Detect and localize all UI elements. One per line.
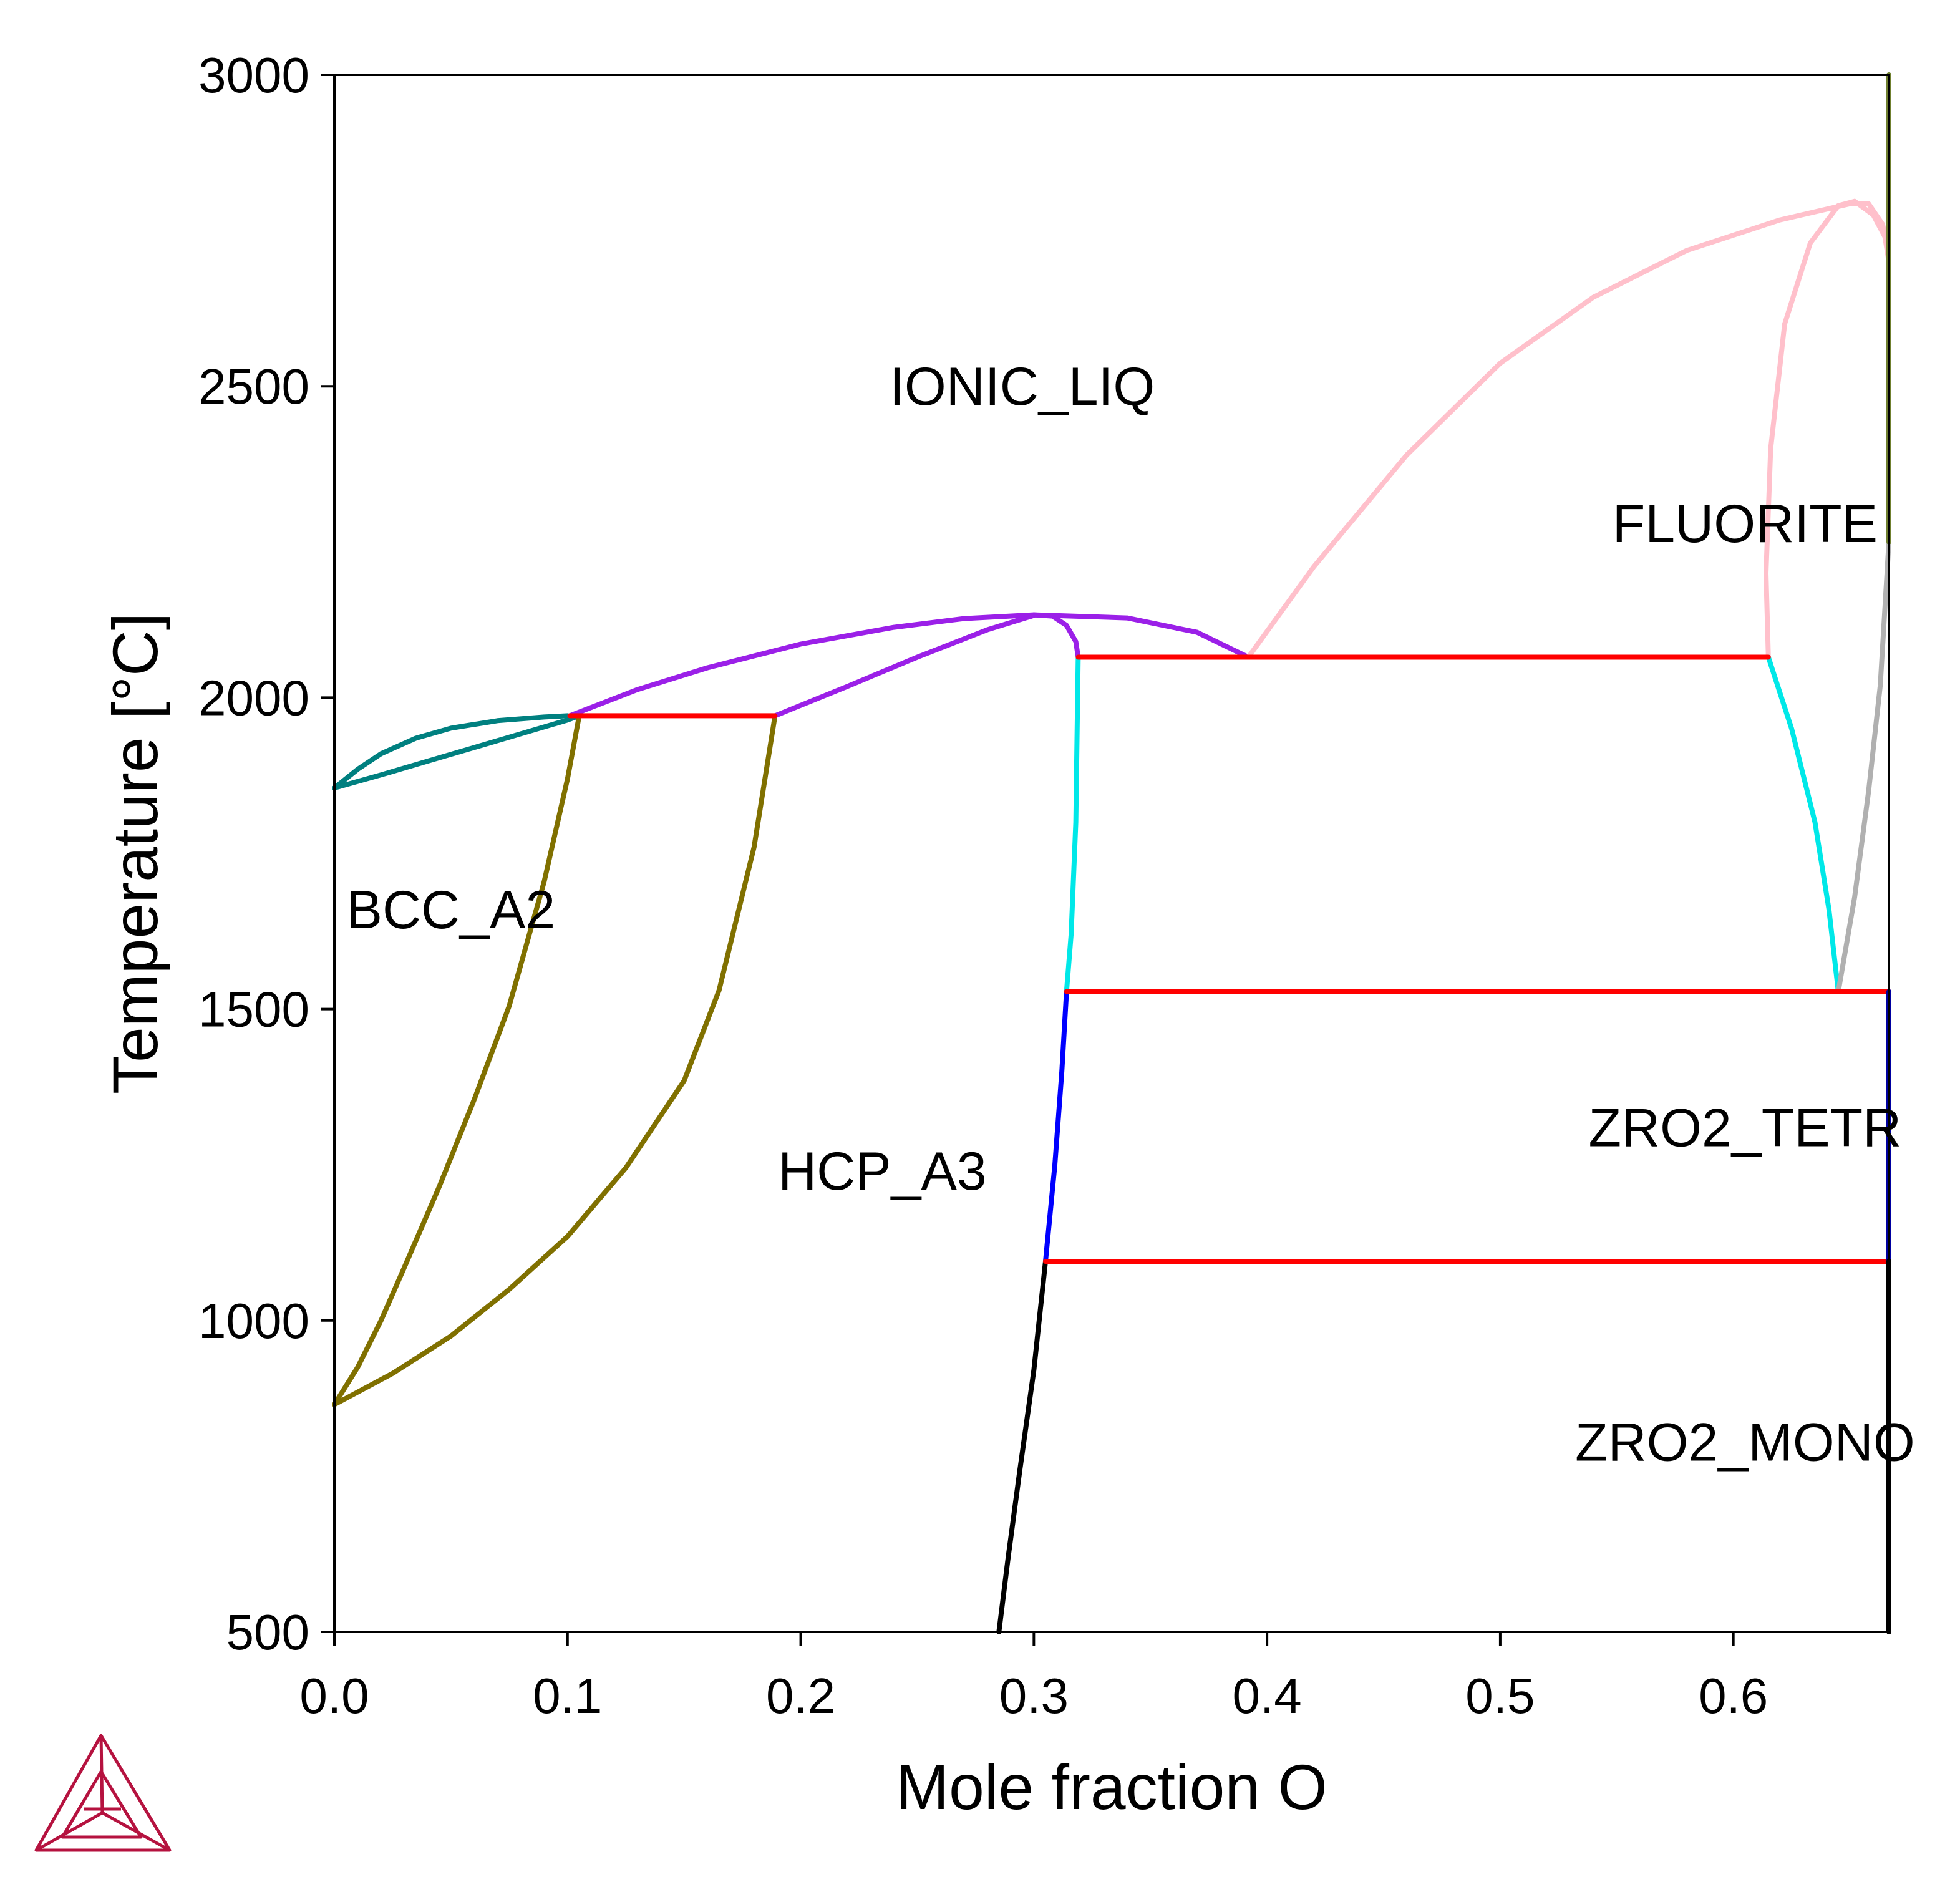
y-tick-label: 2500 <box>198 359 309 414</box>
x-tick-label: 0.3 <box>999 1668 1069 1724</box>
phase-boundary-line <box>332 713 778 1407</box>
y-tick-label: 1000 <box>198 1293 309 1349</box>
phase-boundary-line <box>1043 989 1069 1264</box>
phase-boundary-line <box>1765 654 1841 994</box>
phase-label: HCP_A3 <box>778 1142 987 1201</box>
phase-boundary-line <box>567 612 1037 719</box>
y-tick-label: 2000 <box>198 670 309 725</box>
plot-frame <box>333 74 1890 1633</box>
phase-boundary-line <box>332 713 582 1407</box>
x-tick-label: 0.4 <box>1233 1668 1302 1724</box>
phase-boundary-line <box>772 613 1037 719</box>
phase-labels: IONIC_LIQ FLUORITE BCC_A2 HCP_A3 ZRO2_TETR ZR… <box>347 357 1915 1472</box>
logo-spoke <box>35 1811 104 1852</box>
phase-boundary-line <box>1764 198 1858 660</box>
y-axis-title: Temperature [°C] <box>100 613 171 1094</box>
logo-spoke <box>101 1811 171 1852</box>
x-tick-label: 0.5 <box>1465 1668 1535 1724</box>
phase-label: ZRO2_TETR <box>1589 1098 1902 1158</box>
y-tick-label: 1500 <box>198 982 309 1037</box>
phase-label: IONIC_LIQ <box>890 357 1155 417</box>
phase-boundary-line <box>1835 539 1891 994</box>
phase-boundary-line <box>1031 612 1081 660</box>
x-tick-label: 0.2 <box>766 1668 835 1724</box>
phase-boundary-line <box>332 713 582 791</box>
logo-inner-triangle <box>61 1770 143 1839</box>
phase-label: FLUORITE <box>1613 494 1878 554</box>
x-tick-label: 0.6 <box>1699 1668 1768 1724</box>
logo-outer-triangle <box>34 1734 172 1852</box>
x-axis-title: Mole fraction O <box>896 1752 1327 1823</box>
y-tick-label: 500 <box>226 1604 309 1660</box>
phase-boundary-line <box>332 713 570 791</box>
logo-spoke <box>99 1735 104 1813</box>
phase-label: ZRO2_MONO <box>1575 1412 1915 1472</box>
x-tick-label: 0.0 <box>299 1668 369 1724</box>
phase-boundary-line <box>1064 654 1081 994</box>
phase-boundary-line <box>996 1259 1048 1634</box>
thermo-calc-logo-icon <box>34 1734 172 1852</box>
phase-boundary-line <box>1246 201 1853 660</box>
axis-ticks: 0.0 0.1 0.2 0.3 0.4 0.5 0.6 500 1000 1500 2000 2500… <box>198 47 1768 1724</box>
phase-label: BCC_A2 <box>347 880 556 940</box>
phase-boundary-curves <box>332 72 1891 1634</box>
phase-boundary-line <box>1031 612 1251 660</box>
y-tick-label: 3000 <box>198 47 309 103</box>
x-tick-label: 0.1 <box>533 1668 602 1724</box>
